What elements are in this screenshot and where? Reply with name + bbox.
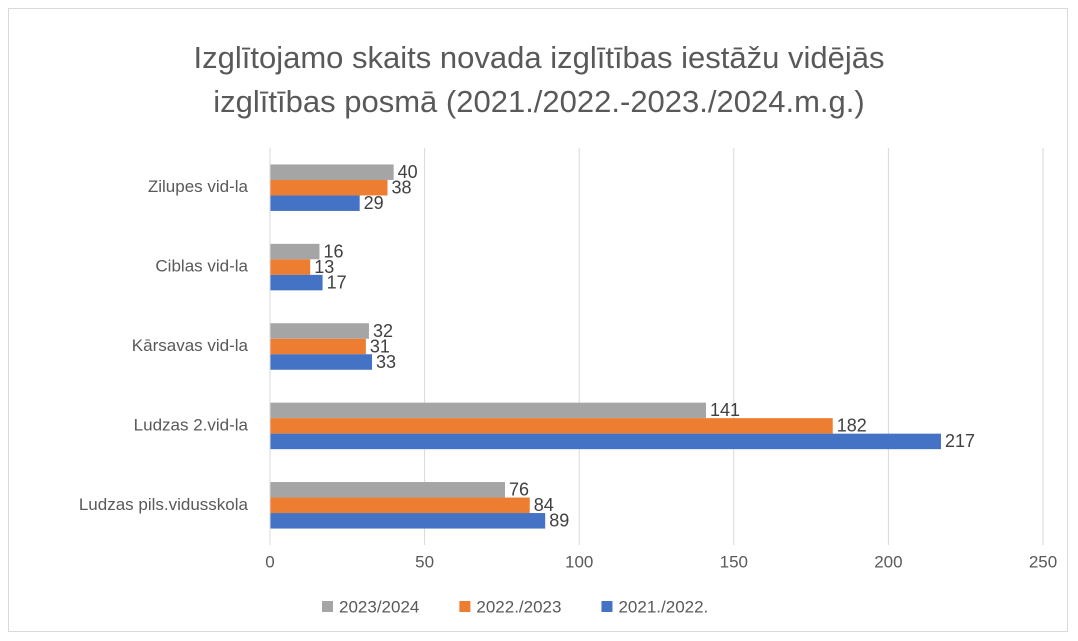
y-tick-label: Zilupes vid-la bbox=[148, 177, 249, 196]
value-label: 29 bbox=[364, 193, 384, 213]
value-label: 40 bbox=[398, 162, 418, 182]
bar bbox=[270, 402, 706, 419]
bar bbox=[270, 433, 941, 450]
bar bbox=[270, 513, 546, 529]
value-label: 16 bbox=[323, 241, 343, 261]
legend-swatch bbox=[601, 601, 613, 612]
bar bbox=[270, 243, 320, 260]
x-tick-label: 150 bbox=[720, 552, 748, 571]
chart-border bbox=[8, 8, 1068, 632]
value-label: 33 bbox=[376, 352, 396, 372]
x-tick-label: 200 bbox=[874, 552, 902, 571]
bar bbox=[270, 164, 394, 180]
bar bbox=[270, 497, 530, 514]
x-tick-label: 50 bbox=[415, 552, 434, 571]
bar bbox=[270, 482, 505, 498]
value-label: 13 bbox=[314, 257, 334, 277]
bar bbox=[270, 418, 833, 434]
legend-swatch bbox=[459, 601, 471, 612]
y-tick-label: Ciblas vid-la bbox=[155, 257, 248, 276]
value-label: 32 bbox=[373, 321, 393, 341]
value-label: 17 bbox=[327, 272, 347, 292]
value-label: 89 bbox=[549, 511, 569, 531]
value-label: 31 bbox=[370, 336, 390, 356]
bar bbox=[270, 323, 369, 339]
bar bbox=[270, 195, 360, 211]
y-tick-label: Ludzas 2.vid-la bbox=[134, 415, 249, 434]
legend-label: 2021./2022. bbox=[618, 597, 708, 616]
value-label: 182 bbox=[837, 416, 867, 436]
x-tick-label: 0 bbox=[265, 552, 274, 571]
value-label: 141 bbox=[710, 400, 740, 420]
value-label: 38 bbox=[391, 177, 411, 197]
legend-swatch bbox=[322, 601, 333, 612]
x-tick-label: 250 bbox=[1029, 552, 1057, 571]
chart-title: Izglītojamo skaits novada izglītības ies… bbox=[193, 40, 885, 119]
legend-label: 2023/2024 bbox=[339, 597, 419, 616]
y-tick-label: Ludzas pils.vidusskola bbox=[79, 495, 249, 514]
value-label: 217 bbox=[945, 431, 975, 451]
value-label: 76 bbox=[509, 480, 529, 500]
bar bbox=[270, 354, 373, 370]
legend-label: 2022./2023 bbox=[476, 597, 561, 616]
x-tick-label: 100 bbox=[565, 552, 593, 571]
bar bbox=[270, 274, 323, 291]
bar bbox=[270, 259, 311, 275]
value-label: 84 bbox=[534, 495, 554, 515]
y-tick-label: Kārsavas vid-la bbox=[132, 336, 249, 355]
bar bbox=[270, 179, 388, 196]
bar bbox=[270, 338, 366, 355]
chart-title-box: Izglītojamo skaits novada izglītības ies… bbox=[0, 36, 1078, 124]
